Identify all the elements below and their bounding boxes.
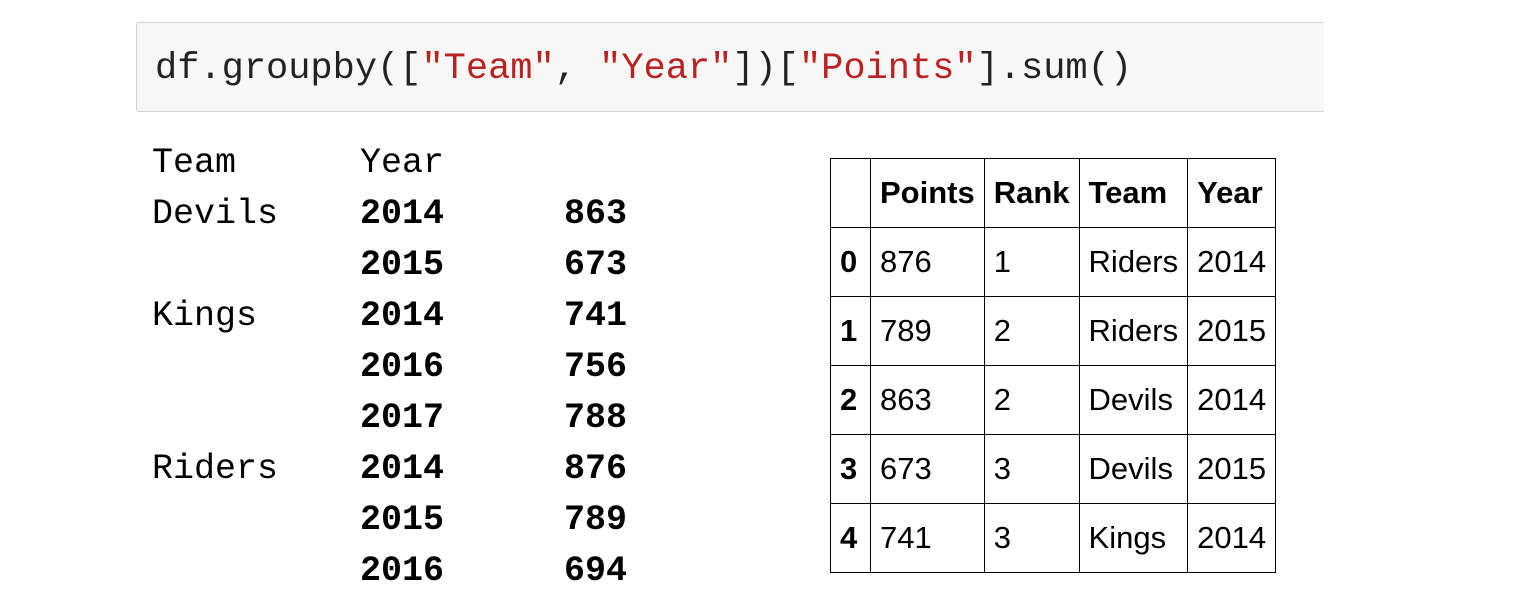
series-points-value: 863 [564, 194, 628, 234]
column-header: Team [1078, 158, 1189, 228]
series-year-label: 2014 [360, 449, 445, 489]
code-string-token: "Team" [421, 48, 555, 90]
code-string-token: "Points" [798, 48, 977, 90]
code-token: , [554, 48, 600, 90]
row-index-cell: 3 [830, 434, 871, 504]
table-cell: 3 [983, 434, 1080, 504]
series-row: 2016 694 [152, 546, 627, 597]
series-index-name-year: Year [360, 143, 445, 183]
table-cell: 876 [870, 227, 985, 297]
row-index-cell: 2 [830, 365, 871, 435]
column-header: Rank [983, 158, 1080, 228]
index-header-cell [830, 158, 871, 228]
table-cell: 2015 [1187, 434, 1277, 504]
series-year-label: 2017 [360, 398, 445, 438]
series-year-label: 2015 [360, 245, 445, 285]
series-row: 2015 673 [152, 240, 627, 291]
code-string-token: "Year" [599, 48, 733, 90]
series-row: 2017 788 [152, 393, 627, 444]
table-cell: 3 [983, 503, 1080, 573]
series-points-value: 694 [564, 551, 628, 591]
table-cell: 2 [983, 365, 1080, 435]
series-year-label: 2014 [360, 194, 445, 234]
series-index-name-team: Team [152, 143, 237, 183]
code-line[interactable]: df.groupby(["Team", "Year"])["Points"].s… [155, 49, 1132, 89]
table-row: 0 876 1 Riders 2014 [830, 227, 1277, 297]
row-index-cell: 4 [830, 503, 871, 573]
table-cell: 1 [983, 227, 1080, 297]
table-cell: Devils [1078, 434, 1189, 504]
table-cell: 2015 [1187, 296, 1277, 366]
table-cell: 673 [870, 434, 985, 504]
table-cell: 2014 [1187, 503, 1277, 573]
series-points-value: 788 [564, 398, 628, 438]
series-header-row: Team Year [152, 138, 444, 189]
table-row: 3 673 3 Devils 2015 [830, 434, 1277, 504]
code-token: df.groupby([ [155, 48, 422, 90]
code-input-cell[interactable]: df.groupby(["Team", "Year"])["Points"].s… [136, 22, 1324, 112]
table-cell: Riders [1078, 296, 1189, 366]
table-cell: 2014 [1187, 365, 1277, 435]
table-row: 2 863 2 Devils 2014 [830, 365, 1277, 435]
groupby-series-output: Team Year Devils 2014 863 2015 673 Kings 2014 7… [152, 138, 627, 597]
series-year-label: 2016 [360, 551, 445, 591]
series-points-value: 756 [564, 347, 628, 387]
series-row: 2015 789 [152, 495, 627, 546]
dataframe-table: Points Rank Team Year 0 876 1 Riders 2014 1 789 2 R… [830, 158, 1277, 573]
series-team-label: Kings [152, 296, 258, 336]
row-index-cell: 1 [830, 296, 871, 366]
series-points-value: 673 [564, 245, 628, 285]
series-points-value: 741 [564, 296, 628, 336]
table-cell: Kings [1078, 503, 1189, 573]
series-year-label: 2014 [360, 296, 445, 336]
table-cell: 2014 [1187, 227, 1277, 297]
table-row: 1 789 2 Riders 2015 [830, 296, 1277, 366]
table-cell: 789 [870, 296, 985, 366]
series-row: 2016 756 [152, 342, 627, 393]
series-row: Riders 2014 876 [152, 444, 627, 495]
table-cell: Devils [1078, 365, 1189, 435]
code-token: ].sum() [976, 48, 1133, 90]
series-team-label: Riders [152, 449, 279, 489]
series-team-label: Devils [152, 194, 279, 234]
series-points-value: 789 [564, 500, 628, 540]
series-points-value: 876 [564, 449, 628, 489]
code-token: ])[ [732, 48, 799, 90]
column-header: Year [1187, 158, 1277, 228]
table-cell: Riders [1078, 227, 1189, 297]
series-row: Kings 2014 741 [152, 291, 627, 342]
series-year-label: 2015 [360, 500, 445, 540]
table-cell: 2 [983, 296, 1080, 366]
series-row: Devils 2014 863 [152, 189, 627, 240]
row-index-cell: 0 [830, 227, 871, 297]
table-row: 4 741 3 Kings 2014 [830, 503, 1277, 573]
table-header-row: Points Rank Team Year [830, 158, 1277, 228]
table-cell: 741 [870, 503, 985, 573]
table-cell: 863 [870, 365, 985, 435]
series-year-label: 2016 [360, 347, 445, 387]
column-header: Points [870, 158, 985, 228]
